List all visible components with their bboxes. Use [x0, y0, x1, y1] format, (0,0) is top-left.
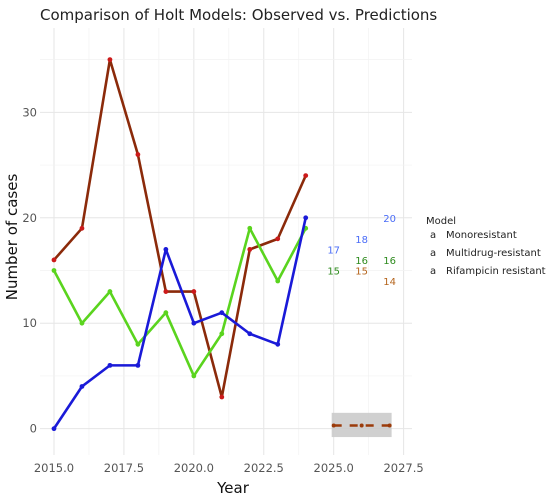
data-point	[135, 341, 141, 347]
data-point	[163, 247, 169, 252]
data-point	[51, 426, 57, 432]
legend-key: a	[430, 266, 436, 277]
series-line	[52, 227, 307, 378]
forecast-point	[331, 423, 336, 428]
y-tick-label: 20	[22, 211, 37, 225]
data-point	[51, 268, 57, 273]
legend: Model a Monoresistant a Multidrug-resistant…	[426, 216, 546, 277]
legend-label: Rifampicin resistant	[446, 266, 546, 277]
prediction-label: 15	[355, 266, 368, 277]
data-point	[79, 320, 85, 326]
data-point	[247, 247, 253, 252]
y-tick-label: 0	[30, 422, 37, 436]
data-point	[247, 331, 253, 337]
x-tick-label: 2022.5	[244, 461, 284, 475]
data-point	[303, 173, 309, 179]
forecast-point	[387, 423, 392, 428]
data-point	[163, 310, 169, 316]
legend-title: Model	[426, 216, 456, 227]
data-point	[79, 225, 85, 231]
prediction-label: 18	[355, 235, 368, 246]
data-point	[107, 289, 113, 294]
data-point	[51, 257, 57, 263]
data-point	[247, 225, 253, 231]
data-point	[191, 373, 197, 379]
data-point	[191, 289, 197, 294]
legend-label: Monoresistant	[446, 230, 517, 241]
prediction-label: 16	[383, 256, 396, 267]
series-line	[53, 58, 307, 399]
x-tick-label: 2027.5	[383, 461, 423, 475]
axis-ticks: 2015.0 2017.5 2020.0 2022.5 2025.0 2027.5 0 10 2…	[22, 105, 423, 475]
data-point	[219, 310, 225, 316]
data-point	[275, 341, 281, 347]
x-tick-label: 2015.0	[34, 461, 74, 475]
legend-key: a	[430, 230, 436, 241]
prediction-label: 16	[355, 256, 368, 267]
data-point	[135, 152, 141, 157]
data-point	[163, 289, 169, 294]
data-point	[107, 57, 113, 63]
y-tick-label: 10	[22, 316, 37, 330]
data-point	[79, 384, 85, 389]
x-tick-label: 2017.5	[104, 461, 144, 475]
forecast-layer	[331, 412, 392, 438]
legend-key: a	[430, 248, 436, 259]
data-point	[219, 331, 225, 337]
data-point	[275, 278, 281, 284]
data-point	[191, 320, 197, 326]
data-point	[219, 394, 225, 400]
data-point	[135, 362, 141, 368]
data-point	[275, 236, 281, 242]
prediction-label: 15	[327, 266, 340, 277]
data-point	[303, 215, 309, 221]
x-tick-label: 2025.0	[314, 461, 354, 475]
legend-label: Multidrug-resistant	[446, 248, 541, 259]
forecast-point	[359, 423, 364, 428]
chart-title: Comparison of Holt Models: Observed vs. …	[40, 6, 437, 24]
prediction-label: 14	[383, 277, 396, 288]
x-tick-label: 2020.0	[174, 461, 214, 475]
prediction-label: 17	[327, 245, 340, 256]
y-axis-title: Number of cases	[3, 174, 21, 301]
prediction-label: 20	[383, 214, 396, 225]
data-point	[107, 362, 113, 368]
series-layer	[51, 57, 309, 432]
x-axis-title: Year	[216, 479, 250, 497]
y-tick-label: 30	[22, 105, 37, 119]
series-line	[52, 217, 307, 430]
